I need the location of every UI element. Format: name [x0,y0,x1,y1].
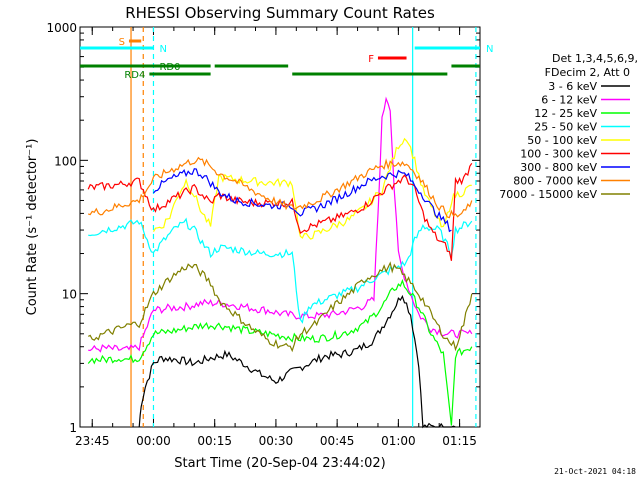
state-bar-label: RD0 [159,62,180,73]
legend-header-line-2: FDecim 2, Att 0 [545,66,630,79]
series-line [153,168,452,233]
legend-label: 7000 - 15000 keV [499,188,597,201]
y-tick-label: 1000 [46,21,77,35]
x-tick-label: 00:00 [136,434,171,448]
x-tick-label: 00:45 [320,434,355,448]
y-axis-label: Count Rate (s⁻¹ detector⁻¹) [25,139,40,316]
legend-label: 800 - 7000 keV [513,175,597,188]
series-layer [87,96,473,429]
series-line [87,162,473,261]
y-tick-label: 100 [54,154,77,168]
series-line [87,278,473,426]
state-bar-label: F [368,54,374,65]
legend-label: 50 - 100 keV [527,134,597,147]
y-tick-label: 1 [69,421,77,435]
time-markers [130,27,477,427]
axis-ticks: 1 10 100 1000 23:45 00:00 00:15 00:30 00:45 01:00… [46,21,480,448]
legend-label: 6 - 12 keV [541,94,597,107]
x-tick-label: 01:00 [381,434,416,448]
series-line [138,294,456,429]
y-tick-label: 10 [62,288,77,302]
x-tick-label: 00:15 [197,434,232,448]
legend-label: 100 - 300 keV [520,148,597,161]
legend-label: 300 - 800 keV [520,161,597,174]
series-line [88,96,473,353]
state-bar-label: S [119,37,125,48]
plot-frame [79,26,481,428]
x-tick-label: 23:45 [75,434,110,448]
state-bars: S N N F RD0 RD4 [80,37,493,81]
x-axis-label: Start Time (20-Sep-04 23:44:02) [174,456,385,471]
x-tick-label: 01:15 [442,434,477,448]
legend-header-line-1: Det 1,3,4,5,6,9, [552,52,638,65]
state-bar-label: N [486,44,493,55]
state-bar-label: RD4 [124,70,145,81]
series-line [152,137,472,240]
chart-title: RHESSI Observing Summary Count Rates [125,4,435,22]
series-line [88,156,473,219]
series-line [88,217,473,324]
state-bar-label: N [159,44,166,55]
series-line [87,261,473,353]
footer-stamp: 21-Oct-2021 04:18 [554,467,636,476]
x-tick-label: 00:30 [259,434,294,448]
legend-label: 12 - 25 keV [534,107,597,120]
legend-label: 25 - 50 keV [534,121,597,134]
legend-label: 3 - 6 keV [548,80,597,93]
